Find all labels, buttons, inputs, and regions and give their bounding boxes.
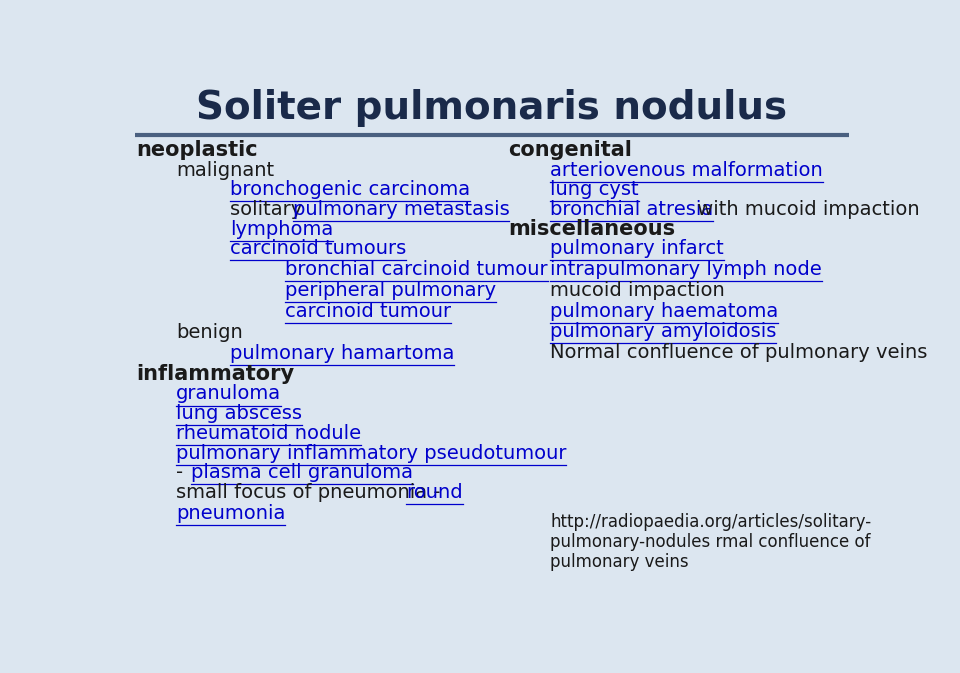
Text: pulmonary-nodules rmal confluence of: pulmonary-nodules rmal confluence of — [550, 533, 871, 551]
Text: granuloma: granuloma — [176, 384, 281, 403]
Text: bronchial carcinoid tumour: bronchial carcinoid tumour — [285, 260, 548, 279]
Text: Normal confluence of pulmonary veins: Normal confluence of pulmonary veins — [550, 343, 927, 362]
Text: small focus of pneumonia -: small focus of pneumonia - — [176, 483, 446, 502]
Text: congenital: congenital — [509, 140, 633, 160]
Text: plasma cell granuloma: plasma cell granuloma — [191, 463, 414, 483]
Text: solitary: solitary — [230, 200, 308, 219]
Text: malignant: malignant — [176, 161, 274, 180]
Text: bronchial atresia: bronchial atresia — [550, 200, 713, 219]
Text: neoplastic: neoplastic — [136, 140, 258, 160]
Text: lymphoma: lymphoma — [230, 219, 333, 239]
Text: miscellaneous: miscellaneous — [509, 219, 676, 239]
Text: pulmonary metastasis: pulmonary metastasis — [293, 200, 510, 219]
Text: peripheral pulmonary: peripheral pulmonary — [285, 281, 496, 299]
Text: benign: benign — [176, 323, 243, 343]
Text: pulmonary amyloidosis: pulmonary amyloidosis — [550, 322, 777, 341]
Text: with mucoid impaction: with mucoid impaction — [691, 200, 920, 219]
Text: inflammatory: inflammatory — [136, 364, 295, 384]
Text: lung abscess: lung abscess — [176, 404, 301, 423]
Text: bronchogenic carcinoma: bronchogenic carcinoma — [230, 180, 470, 199]
Text: intrapulmonary lymph node: intrapulmonary lymph node — [550, 260, 822, 279]
Text: pulmonary infarct: pulmonary infarct — [550, 240, 724, 258]
Text: mucoid impaction: mucoid impaction — [550, 281, 725, 299]
Text: Soliter pulmonaris nodulus: Soliter pulmonaris nodulus — [197, 90, 787, 127]
Text: pulmonary inflammatory pseudotumour: pulmonary inflammatory pseudotumour — [176, 444, 566, 462]
Text: round: round — [406, 483, 463, 502]
Text: pulmonary haematoma: pulmonary haematoma — [550, 302, 779, 320]
Text: arteriovenous malformation: arteriovenous malformation — [550, 161, 823, 180]
Text: lung cyst: lung cyst — [550, 180, 638, 199]
Text: pneumonia: pneumonia — [176, 503, 285, 523]
Text: rheumatoid nodule: rheumatoid nodule — [176, 424, 361, 443]
Text: pulmonary hamartoma: pulmonary hamartoma — [230, 344, 454, 363]
Text: http://radiopaedia.org/articles/solitary-: http://radiopaedia.org/articles/solitary… — [550, 513, 871, 532]
Text: -: - — [176, 463, 189, 483]
Text: carcinoid tumours: carcinoid tumours — [230, 240, 406, 258]
Text: carcinoid tumour: carcinoid tumour — [285, 302, 451, 320]
Text: pulmonary veins: pulmonary veins — [550, 553, 688, 571]
